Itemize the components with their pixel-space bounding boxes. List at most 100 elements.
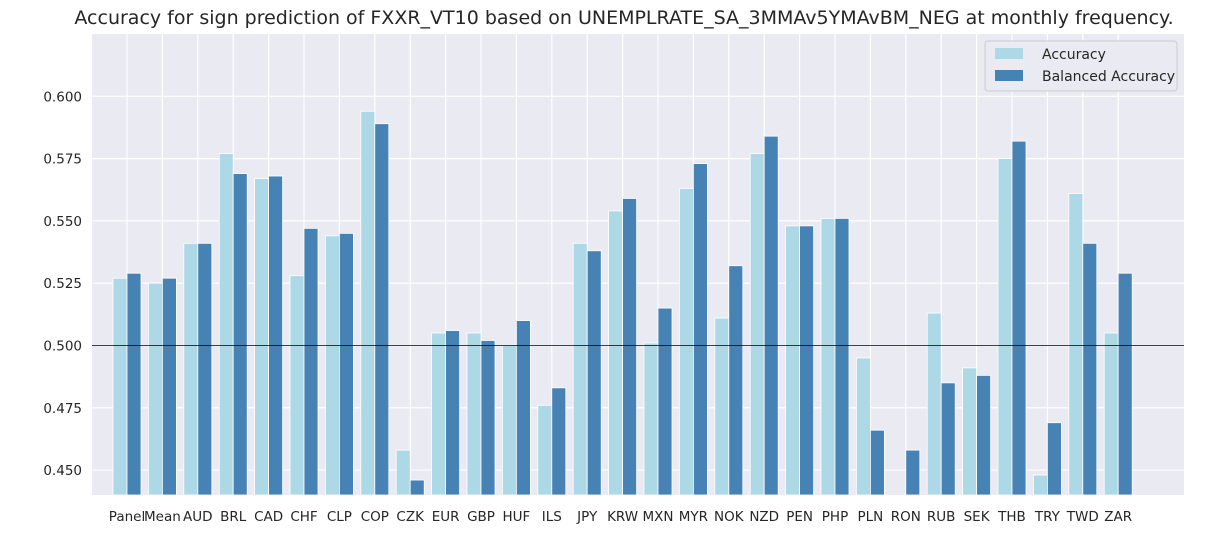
y-tick-label: 0.450 bbox=[43, 463, 82, 479]
bar-balanced-accuracy-php bbox=[834, 217, 850, 496]
x-tick-label: NOK bbox=[714, 509, 745, 525]
bar-balanced-accuracy-nzd bbox=[763, 135, 779, 496]
x-tick-label: MYR bbox=[679, 509, 708, 525]
x-tick-label: BRL bbox=[220, 509, 247, 525]
x-tick-label: ZAR bbox=[1104, 509, 1132, 525]
chart-title: Accuracy for sign prediction of FXXR_VT1… bbox=[74, 7, 1173, 29]
legend-box bbox=[984, 40, 1178, 92]
x-tick-label: EUR bbox=[432, 509, 460, 525]
bar-balanced-accuracy-panel bbox=[126, 272, 142, 496]
legend-label-balanced-accuracy: Balanced Accuracy bbox=[1042, 69, 1175, 85]
bar-balanced-accuracy-chf bbox=[303, 227, 319, 496]
bar-accuracy-nzd bbox=[749, 153, 765, 496]
bar-accuracy-thb bbox=[997, 158, 1013, 496]
x-tick-label: Panel bbox=[109, 509, 145, 525]
bar-accuracy-chf bbox=[289, 275, 305, 496]
bar-balanced-accuracy-eur bbox=[445, 330, 461, 496]
x-tick-label: CAD bbox=[254, 509, 283, 525]
legend: Accuracy Balanced Accuracy bbox=[984, 40, 1178, 92]
bar-accuracy-php bbox=[820, 217, 836, 496]
bar-accuracy-zar bbox=[1103, 332, 1119, 496]
x-tick-label: KRW bbox=[607, 509, 638, 525]
legend-swatch-balanced-accuracy bbox=[995, 70, 1023, 81]
x-tick-label: AUD bbox=[183, 509, 213, 525]
bar-accuracy-cop bbox=[360, 110, 376, 496]
bar-accuracy-try bbox=[1033, 474, 1048, 496]
bar-accuracy-rub bbox=[926, 312, 942, 496]
y-tick-label: 0.575 bbox=[43, 152, 82, 168]
legend-swatch-accuracy bbox=[995, 48, 1023, 59]
bar-balanced-accuracy-jpy bbox=[586, 250, 602, 496]
bar-balanced-accuracy-pen bbox=[799, 225, 814, 496]
bar-balanced-accuracy-rub bbox=[940, 382, 956, 496]
bar-accuracy-gbp bbox=[466, 332, 482, 496]
x-tick-label: CZK bbox=[396, 509, 425, 525]
x-tick-label: TRY bbox=[1034, 509, 1061, 525]
bar-balanced-accuracy-ils bbox=[551, 387, 567, 496]
bars-group bbox=[112, 110, 1133, 496]
bar-accuracy-huf bbox=[501, 345, 517, 496]
x-tick-label: RUB bbox=[927, 509, 956, 525]
bar-balanced-accuracy-sek bbox=[976, 374, 991, 496]
y-tick-label: 0.600 bbox=[43, 89, 82, 105]
y-tick-label: 0.500 bbox=[43, 338, 82, 354]
bar-balanced-accuracy-ron bbox=[905, 449, 921, 496]
bar-accuracy-myr bbox=[679, 188, 694, 496]
bar-balanced-accuracy-gbp bbox=[480, 340, 496, 496]
x-tick-label: PEN bbox=[786, 509, 813, 525]
x-tick-label: JPY bbox=[576, 509, 598, 525]
x-tick-label: SEK bbox=[964, 509, 991, 525]
x-tick-label: PLN bbox=[858, 509, 884, 525]
bar-accuracy-pln bbox=[856, 357, 871, 496]
bar-balanced-accuracy-huf bbox=[516, 320, 531, 496]
bar-balanced-accuracy-czk bbox=[409, 479, 425, 496]
bar-accuracy-mxn bbox=[643, 342, 659, 496]
x-tick-label: RON bbox=[891, 509, 921, 525]
bar-accuracy-twd bbox=[1068, 193, 1084, 496]
bar-balanced-accuracy-aud bbox=[197, 242, 213, 496]
y-tick-labels: 0.450 0.475 0.500 0.525 0.550 0.575 0.600 bbox=[43, 89, 82, 479]
x-tick-label: COP bbox=[361, 509, 389, 525]
bar-balanced-accuracy-brl bbox=[232, 173, 248, 496]
x-tick-label: HUF bbox=[502, 509, 530, 525]
bar-balanced-accuracy-krw bbox=[622, 198, 637, 496]
x-tick-label: PHP bbox=[822, 509, 848, 525]
y-tick-label: 0.475 bbox=[43, 401, 82, 417]
bar-accuracy-cad bbox=[254, 178, 270, 496]
bar-accuracy-pen bbox=[785, 225, 800, 496]
bar-accuracy-ils bbox=[537, 404, 553, 496]
bar-balanced-accuracy-cop bbox=[374, 123, 390, 496]
bar-balanced-accuracy-pln bbox=[870, 429, 885, 496]
bar-accuracy-eur bbox=[431, 332, 447, 496]
bar-accuracy-krw bbox=[608, 210, 623, 496]
bar-accuracy-brl bbox=[218, 153, 234, 496]
bar-accuracy-jpy bbox=[572, 242, 588, 496]
y-tick-label: 0.525 bbox=[43, 276, 82, 292]
bar-balanced-accuracy-clp bbox=[338, 232, 354, 496]
bar-balanced-accuracy-try bbox=[1047, 422, 1062, 496]
y-tick-label: 0.550 bbox=[43, 214, 82, 230]
bar-balanced-accuracy-myr bbox=[693, 163, 708, 496]
bar-accuracy-czk bbox=[395, 449, 411, 496]
x-tick-label: GBP bbox=[467, 509, 495, 525]
bar-balanced-accuracy-thb bbox=[1011, 140, 1027, 496]
bar-balanced-accuracy-cad bbox=[268, 175, 284, 496]
bar-accuracy-sek bbox=[962, 367, 977, 496]
legend-label-accuracy: Accuracy bbox=[1042, 47, 1106, 63]
bar-balanced-accuracy-nok bbox=[728, 265, 744, 496]
bar-balanced-accuracy-mean bbox=[161, 277, 177, 496]
bar-accuracy-aud bbox=[183, 242, 199, 496]
x-tick-label: NZD bbox=[749, 509, 779, 525]
x-tick-label: ILS bbox=[542, 509, 562, 525]
x-tick-label: Mean bbox=[144, 509, 181, 525]
bar-balanced-accuracy-twd bbox=[1082, 242, 1098, 496]
x-tick-label: CLP bbox=[327, 509, 352, 525]
bar-accuracy-nok bbox=[714, 317, 730, 496]
bar-balanced-accuracy-zar bbox=[1117, 272, 1133, 496]
x-tick-label: CHF bbox=[290, 509, 317, 525]
bar-accuracy-panel bbox=[112, 277, 128, 496]
bar-balanced-accuracy-mxn bbox=[657, 307, 673, 496]
